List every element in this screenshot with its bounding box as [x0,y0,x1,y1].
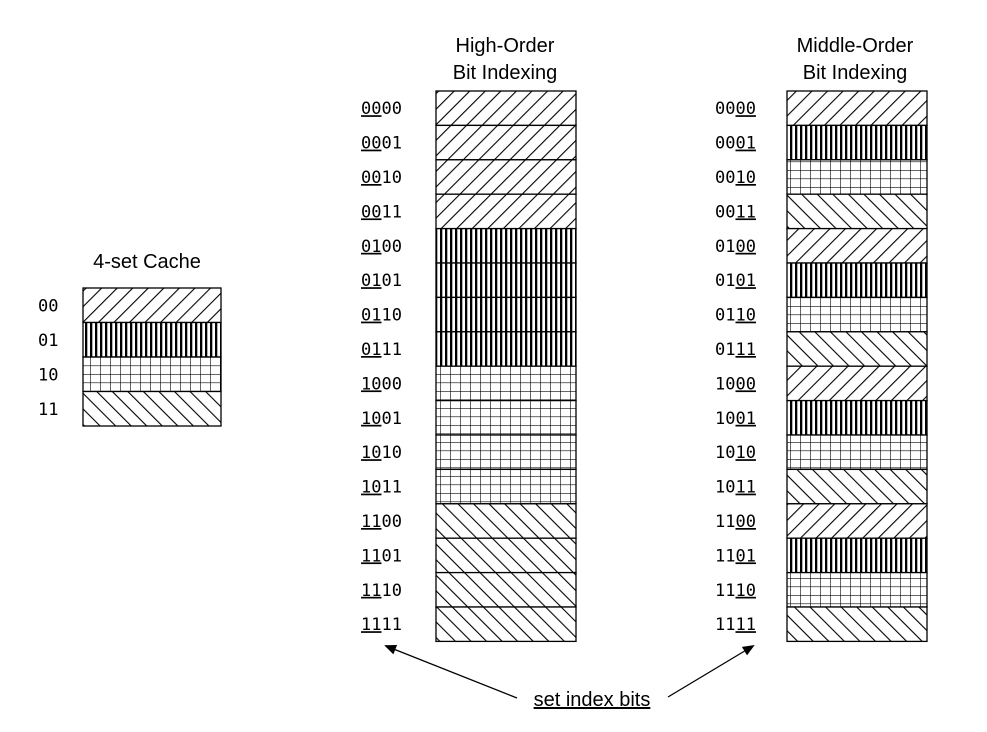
memory-block-1000 [435,365,577,402]
address-label: 0111 [361,340,402,360]
address-label: 1011 [715,478,756,498]
memory-block-0011 [435,193,577,230]
memory-block-1001 [435,399,577,436]
memory-block-0100 [786,227,928,264]
address-label: 0100 [361,237,402,257]
cache-set-label: 10 [38,365,58,385]
memory-block-1101 [435,537,577,574]
memory-block-1110 [435,571,577,608]
memory-block-1011 [786,468,928,505]
memory-block-1111 [435,606,577,643]
memory-block-1101 [786,537,928,574]
address-label: 0000 [715,99,756,119]
memory-block-0110 [786,296,928,333]
set-index-bits-label: set index bits [534,689,651,711]
middle-order-title-line1: Middle-Order [797,35,914,57]
memory-block-1100 [435,503,577,539]
address-label: 0110 [715,306,756,326]
address-label: 0110 [361,306,402,326]
address-label: 0101 [715,271,756,291]
memory-block-0111 [435,331,577,367]
address-label: 1111 [715,615,756,635]
memory-block-0110 [435,296,577,333]
address-label: 1000 [715,374,756,394]
memory-block-1010 [435,434,577,471]
cache-set-01 [82,321,222,358]
cache-set-label: 11 [38,400,58,420]
middle-order-memory-blocks: 0000 0001 0010 0011 0100 0101 0110 0111 1000 1001… [715,90,928,643]
address-label: 1010 [361,443,402,463]
high-order-memory-blocks: 0000 0001 0010 0011 0100 0101 0110 0111 1000 1001… [361,90,577,643]
memory-block-0001 [435,124,577,161]
address-label: 0011 [361,202,402,222]
address-label: 1001 [361,409,402,429]
memory-block-1000 [786,365,928,402]
address-label: 1011 [361,478,402,498]
cache-set-label: 01 [38,331,58,351]
address-label: 0010 [361,168,402,188]
address-label: 1101 [715,546,756,566]
high-order-title-line2: Bit Indexing [453,62,558,84]
memory-block-1010 [786,434,928,471]
address-label: 0001 [715,134,756,154]
memory-block-0101 [435,262,577,299]
memory-block-0101 [786,262,928,299]
address-label: 0101 [361,271,402,291]
address-label: 1010 [715,443,756,463]
memory-block-1100 [786,503,928,539]
arrow-to-high-order [384,645,518,699]
address-label: 1110 [715,581,756,601]
cache-set-00 [82,287,222,324]
cache-set-10 [82,356,222,393]
address-label: 1000 [361,374,402,394]
address-label: 1110 [361,581,402,601]
memory-block-1110 [786,571,928,608]
memory-block-0100 [435,227,577,264]
address-label: 1101 [361,546,402,566]
high-order-title-line1: High-Order [456,35,555,57]
address-label: 0010 [715,168,756,188]
cache-set-label: 00 [38,296,58,316]
address-label: 0111 [715,340,756,360]
memory-block-0000 [435,90,577,127]
address-label: 0001 [361,134,402,154]
address-label: 0011 [715,202,756,222]
address-label: 1100 [715,512,756,532]
memory-block-1111 [786,606,928,643]
cache-title: 4-set Cache [93,251,201,273]
address-label: 1100 [361,512,402,532]
memory-block-1001 [786,399,928,436]
memory-block-1011 [435,468,577,505]
address-label: 0100 [715,237,756,257]
memory-block-0111 [786,331,928,367]
memory-block-0001 [786,124,928,161]
address-label: 0000 [361,99,402,119]
middle-order-title-line2: Bit Indexing [803,62,908,84]
memory-block-0010 [786,159,928,195]
cache-sets: 00 01 10 11 [38,287,222,427]
memory-block-0011 [786,193,928,230]
cache-set-11 [82,390,222,427]
address-label: 1111 [361,615,402,635]
address-label: 1001 [715,409,756,429]
arrow-to-middle-order [667,644,755,698]
memory-block-0010 [435,159,577,195]
memory-block-0000 [786,90,928,127]
